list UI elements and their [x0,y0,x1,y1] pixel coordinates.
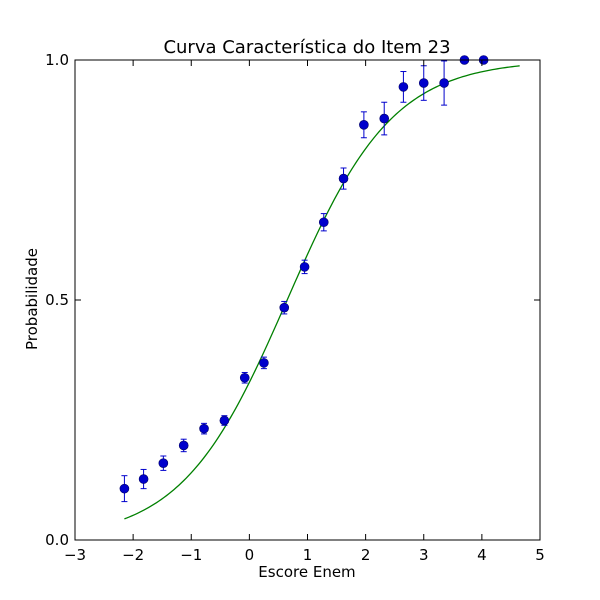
x-tick-label: 3 [419,546,429,564]
y-tick-label: 0.0 [45,531,69,549]
y-axis-label: Probabilidade [23,248,41,350]
x-tick-label: 4 [477,546,487,564]
x-tick-label: −2 [122,546,144,564]
data-point [299,262,310,272]
data-point [279,302,290,313]
y-tick-label: 0.5 [45,291,69,309]
y-tick-label: 1.0 [45,51,69,69]
plot-frame [74,59,541,541]
x-tick-label: 2 [361,546,371,564]
data-point [239,372,250,383]
x-tick-label: −3 [64,546,86,564]
data-point [379,113,390,124]
data-point [259,358,269,368]
data-point [119,483,130,494]
data-point [359,120,369,130]
x-axis-label: Escore Enem [258,563,355,581]
x-tick-label: 0 [245,546,255,564]
x-tick-label: −1 [180,546,202,564]
x-tick-label: 1 [303,546,313,564]
data-point [158,458,169,469]
x-tick-label: 5 [535,546,545,564]
data-point [418,78,429,88]
plot-area [119,55,520,520]
data-point [219,415,230,426]
data-point [199,423,209,434]
data-point [178,440,189,451]
axis-ticks: −3 −2 −1 0 1 2 3 4 5 0.0 0.5 1.0 [45,51,545,564]
data-point [398,82,409,92]
data-point [138,474,149,484]
data-point [338,173,349,184]
data-point [439,78,449,88]
chart-title: Curva Característica do Item 23 [163,37,450,58]
data-point [318,217,329,228]
